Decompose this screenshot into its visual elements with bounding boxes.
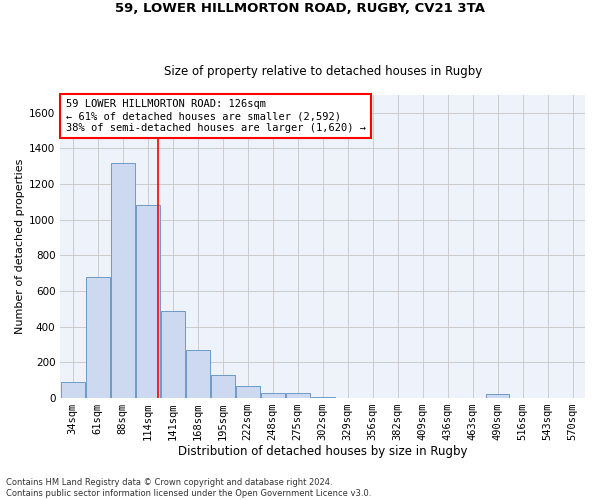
Bar [136,206,160,398]
Text: 59 LOWER HILLMORTON ROAD: 126sqm
← 61% of detached houses are smaller (2,592)
38: 59 LOWER HILLMORTON ROAD: 126sqm ← 61% o… [65,100,365,132]
Bar [186,350,209,398]
Text: 59, LOWER HILLMORTON ROAD, RUGBY, CV21 3TA: 59, LOWER HILLMORTON ROAD, RUGBY, CV21 3… [115,2,485,16]
Bar [311,397,335,398]
Y-axis label: Number of detached properties: Number of detached properties [15,159,25,334]
Bar [286,392,310,398]
Bar [111,162,134,398]
Bar [161,310,185,398]
Bar [236,386,260,398]
Text: Contains HM Land Registry data © Crown copyright and database right 2024.
Contai: Contains HM Land Registry data © Crown c… [6,478,371,498]
X-axis label: Distribution of detached houses by size in Rugby: Distribution of detached houses by size … [178,444,467,458]
Bar [485,394,509,398]
Bar [86,277,110,398]
Bar [261,392,284,398]
Bar [211,375,235,398]
Bar [61,382,85,398]
Title: Size of property relative to detached houses in Rugby: Size of property relative to detached ho… [164,66,482,78]
